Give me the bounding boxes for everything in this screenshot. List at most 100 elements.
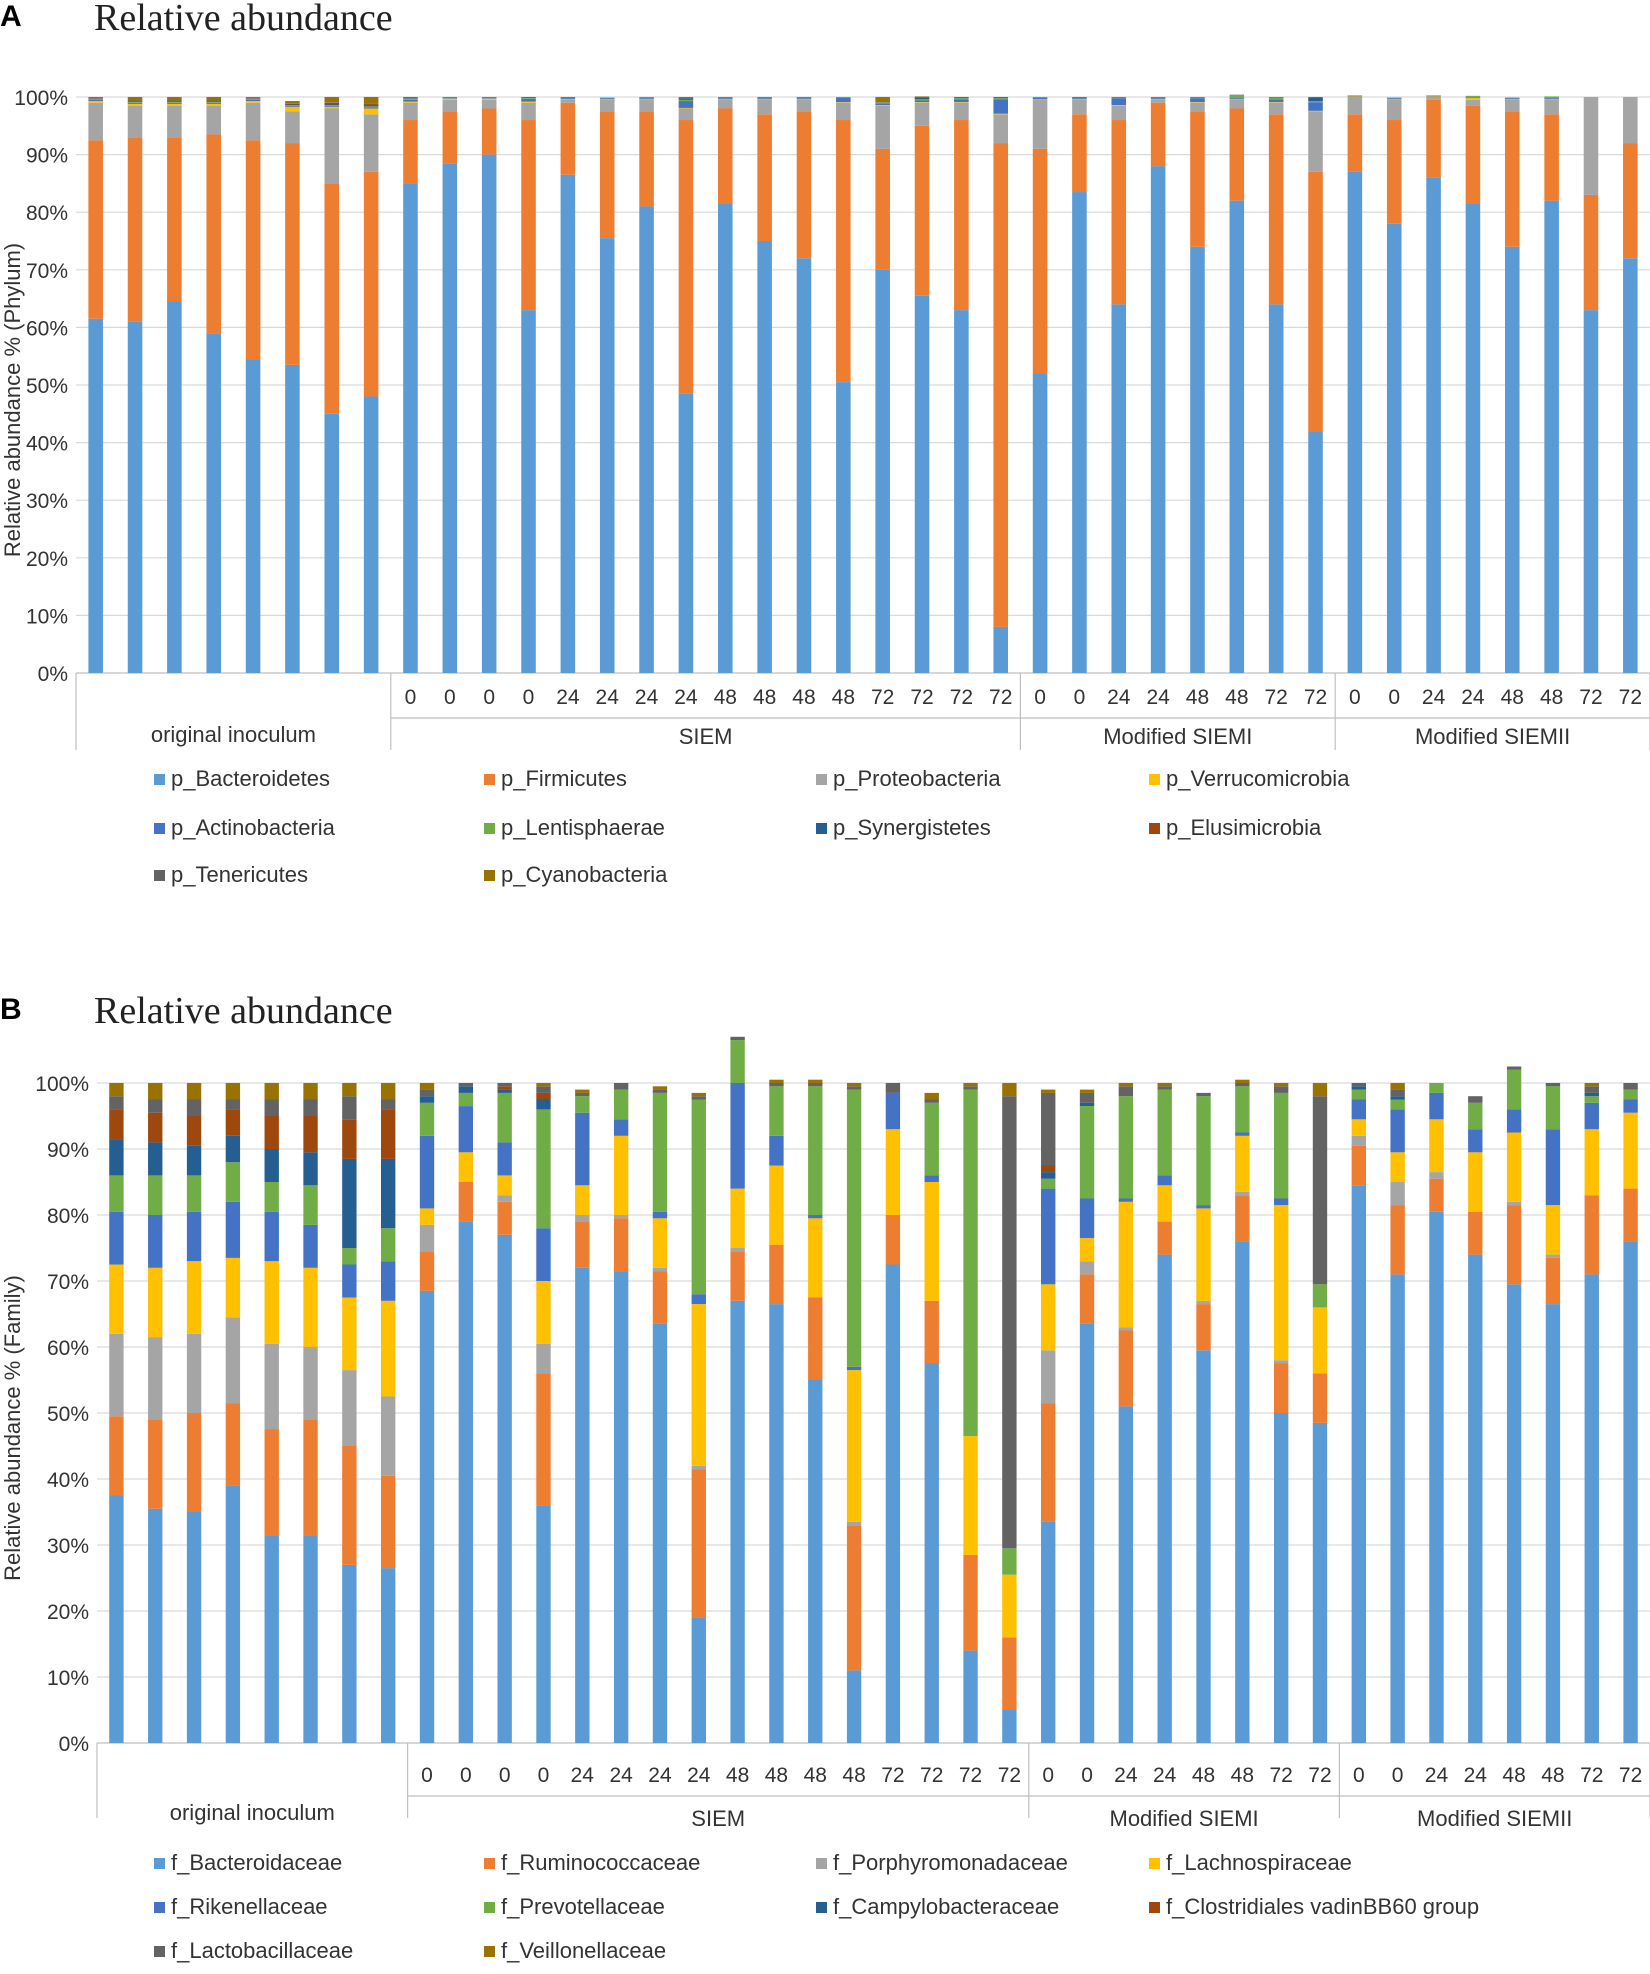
bar-segment-b: [109, 1139, 124, 1176]
bar-segment-b: [1429, 1119, 1444, 1173]
bar-segment-b: [1429, 1211, 1444, 1743]
bar-segment-a: [914, 96, 930, 97]
x-tick-label: 24: [648, 1764, 672, 1787]
bar-segment-a: [1072, 192, 1087, 674]
bar-segment-a: [167, 101, 182, 103]
bar-segment-a: [285, 106, 300, 112]
y-tick-label: 100%: [14, 87, 68, 110]
bar-segment-a: [954, 120, 969, 311]
bar-segment-a: [1111, 97, 1127, 98]
bar-segment-b: [1351, 1089, 1366, 1100]
x-tick-label: 24: [556, 686, 580, 709]
bar-segment-b: [1351, 1185, 1366, 1743]
bar-segment-b: [1351, 1099, 1366, 1120]
bar-segment-b: [846, 1086, 862, 1090]
bar-segment-b: [1429, 1083, 1444, 1093]
x-tick-label: 0: [1388, 686, 1400, 709]
bar-segment-b: [1002, 1083, 1017, 1097]
bar-segment-a: [639, 97, 654, 98]
legend-swatch: [816, 823, 827, 834]
bar-segment-b: [458, 1086, 474, 1093]
bar-segment-b: [1118, 1406, 1134, 1743]
bar-segment-b: [846, 1366, 862, 1371]
bar-segment-b: [148, 1142, 163, 1176]
bar-segment-b: [1235, 1241, 1250, 1743]
bar-segment-a: [167, 137, 182, 302]
x-tick-label: 48: [1501, 686, 1524, 709]
x-tick-label: 72: [1580, 1764, 1603, 1787]
bar-segment-a: [678, 97, 694, 99]
legend-swatch: [816, 1858, 827, 1869]
bar-segment-a: [1426, 95, 1441, 96]
bar-segment-b: [924, 1175, 939, 1182]
bar-segment-a: [1308, 97, 1323, 102]
bar-segment-a: [324, 108, 340, 184]
bar-segment-b: [1623, 1241, 1638, 1743]
bar-segment-b: [1157, 1086, 1172, 1090]
y-axis-label-a: Relative abundance % (Phylum): [0, 243, 25, 557]
bar-segment-b: [186, 1512, 202, 1743]
bar-segment-b: [342, 1248, 357, 1265]
bar-segment-b: [419, 1251, 435, 1291]
legend-label: f_Lactobacillaceae: [171, 1938, 353, 1963]
bar-segment-a: [1544, 114, 1559, 201]
bar-segment-b: [613, 1135, 629, 1215]
bar-segment-a: [1111, 105, 1127, 106]
bar-segment-a: [1190, 102, 1205, 112]
bar-segment-a: [1032, 373, 1048, 673]
bar-segment-a: [521, 120, 536, 311]
bar-segment-b: [186, 1099, 202, 1116]
bar-segment-a: [1229, 95, 1245, 99]
bar-segment-a: [1268, 102, 1284, 115]
x-tick-label: 24: [635, 686, 659, 709]
bar-segment-b: [1196, 1205, 1211, 1209]
bar-segment-a: [1111, 304, 1127, 673]
bar-segment-a: [678, 108, 694, 121]
bar-segment-b: [109, 1416, 124, 1496]
bar-segment-a: [127, 102, 143, 104]
bar-segment-b: [1429, 1178, 1444, 1212]
bar-segment-a: [639, 206, 654, 673]
bar-segment-a: [521, 102, 536, 121]
bar-segment-b: [536, 1109, 551, 1229]
bar-segment-b: [1584, 1092, 1599, 1097]
y-tick-label: 70%: [26, 260, 68, 283]
x-tick-label: 48: [804, 1764, 827, 1787]
bar-segment-a: [324, 183, 340, 414]
y-tick-label: 20%: [47, 1601, 89, 1624]
bar-segment-b: [1584, 1086, 1599, 1093]
bar-segment-b: [730, 1188, 745, 1248]
bar-segment-a: [1583, 194, 1599, 311]
legend-label: p_Bacteroidetes: [171, 766, 330, 791]
bar-segment-a: [285, 103, 300, 104]
bar-segment-a: [442, 98, 458, 99]
bar-segment-a: [993, 98, 1009, 100]
bar-segment-a: [836, 102, 851, 103]
bar-segment-b: [1312, 1422, 1328, 1743]
bar-segment-b: [458, 1182, 474, 1222]
bar-segment-b: [264, 1261, 279, 1344]
bar-segment-b: [808, 1215, 823, 1219]
group-label: SIEM: [679, 724, 733, 749]
bar-segment-a: [206, 102, 222, 103]
bar-segment-b: [1390, 1182, 1405, 1206]
bar-segment-a: [206, 101, 222, 102]
bar-segment-b: [1584, 1195, 1599, 1275]
bar-segment-b: [1157, 1254, 1172, 1743]
bar-segment-b: [730, 1248, 745, 1252]
bar-segment-b: [342, 1083, 357, 1097]
legend-swatch: [154, 1858, 165, 1869]
legend-label: f_Prevotellaceae: [501, 1894, 665, 1919]
chart-title-a: Relative abundance: [94, 0, 393, 39]
bar-segment-b: [1118, 1198, 1134, 1202]
bar-segment-a: [678, 120, 694, 394]
bar-segment-b: [109, 1264, 124, 1334]
bar-segment-a: [875, 105, 890, 106]
legend-a: p_Bacteroidetes p_Firmicutes p_Proteobacte…: [154, 766, 1350, 887]
y-tick-label: 10%: [47, 1667, 89, 1690]
bar-segment-b: [1468, 1152, 1483, 1212]
bar-segment-b: [497, 1083, 512, 1087]
x-tick-label: 72: [1308, 1764, 1331, 1787]
legend-swatch: [484, 1946, 495, 1957]
bar-segment-b: [575, 1092, 590, 1097]
